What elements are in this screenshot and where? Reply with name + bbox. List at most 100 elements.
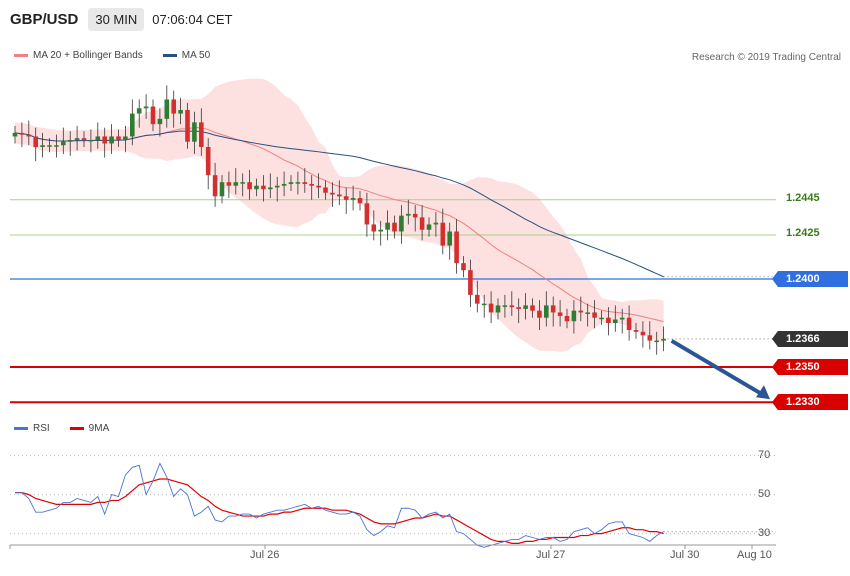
rsi-ma-label: 9MA bbox=[88, 423, 110, 434]
candle-body bbox=[74, 138, 80, 140]
price-tag: 1.2400 bbox=[778, 271, 848, 287]
candle-body bbox=[475, 294, 480, 304]
level-label: 1.2445 bbox=[786, 191, 820, 204]
bollinger-band bbox=[15, 78, 664, 352]
candle-body bbox=[406, 213, 411, 216]
legend-ma50: MA 50 bbox=[162, 50, 211, 61]
forecast-arrow-head bbox=[756, 385, 770, 400]
rsi-ma-line bbox=[15, 478, 664, 544]
candle-body bbox=[550, 305, 556, 313]
candle-body bbox=[61, 141, 66, 146]
candle-body bbox=[544, 305, 549, 318]
candle-body bbox=[613, 319, 618, 323]
price-tag: 1.2366 bbox=[778, 330, 848, 347]
candle-body bbox=[337, 194, 342, 197]
candle-body bbox=[136, 108, 142, 114]
candle-body bbox=[47, 145, 52, 147]
candle-body bbox=[26, 134, 32, 137]
level-label: 1.2425 bbox=[786, 227, 820, 239]
candle-body bbox=[40, 145, 45, 147]
candle-body bbox=[378, 229, 383, 232]
candle-body bbox=[150, 106, 156, 125]
candle-body bbox=[192, 122, 197, 142]
rsi-line bbox=[15, 462, 664, 548]
ma50-label: MA 50 bbox=[181, 50, 211, 61]
candle-body bbox=[364, 203, 370, 225]
candle-body bbox=[88, 139, 94, 142]
rsi-swatch bbox=[14, 427, 28, 430]
candle-body bbox=[633, 330, 639, 332]
candle-body bbox=[330, 192, 335, 195]
candle-body bbox=[157, 118, 163, 125]
candle-body bbox=[564, 315, 570, 322]
x-tick-label: Aug 10 bbox=[737, 549, 772, 561]
price-tag-pointer bbox=[772, 330, 778, 347]
price-tag: 1.2330 bbox=[778, 394, 848, 411]
x-tick-label: Jul 27 bbox=[536, 549, 566, 561]
candle-body bbox=[412, 213, 418, 218]
candle-body bbox=[433, 222, 439, 225]
candle-body bbox=[95, 136, 101, 140]
candle-body bbox=[599, 317, 604, 320]
candle-body bbox=[109, 136, 114, 144]
candle-body bbox=[12, 132, 18, 137]
candle-body bbox=[571, 310, 577, 322]
candle-body bbox=[199, 122, 204, 147]
candle-body bbox=[647, 335, 653, 341]
candle-body bbox=[585, 312, 590, 314]
candle-body bbox=[295, 182, 301, 184]
candle-body bbox=[343, 196, 349, 200]
candle-body bbox=[371, 224, 377, 232]
candle-body bbox=[495, 305, 501, 313]
candle-body bbox=[81, 138, 87, 140]
price-legend: MA 20 + Bollinger Bands MA 50 bbox=[14, 50, 230, 61]
forecast-arrow-shaft bbox=[670, 339, 764, 396]
ma50-swatch bbox=[162, 54, 177, 57]
candle-body bbox=[143, 106, 149, 109]
candle-body bbox=[419, 217, 425, 230]
candle-body bbox=[399, 215, 404, 232]
candle-body bbox=[54, 145, 59, 147]
candle-body bbox=[309, 183, 314, 186]
candle-body bbox=[530, 305, 535, 311]
price-tag: 1.2350 bbox=[778, 359, 848, 375]
price-tag-pointer bbox=[772, 271, 778, 287]
candle-body bbox=[661, 338, 666, 341]
symbol-label: GBP/USD bbox=[10, 10, 79, 28]
candle-body bbox=[19, 132, 25, 135]
candle-body bbox=[592, 312, 597, 318]
rsi-legend: RSI 9MA bbox=[14, 423, 129, 434]
rsi-ma-swatch bbox=[69, 427, 84, 430]
rsi-tick-label: 50 bbox=[758, 487, 771, 500]
candle-body bbox=[557, 312, 563, 316]
legend-rsi: RSI bbox=[14, 423, 50, 434]
candle-body bbox=[488, 303, 494, 313]
candle-body bbox=[606, 317, 611, 323]
candle-body bbox=[461, 263, 466, 271]
ma20-line bbox=[14, 127, 664, 323]
candle-body bbox=[205, 147, 211, 176]
candle-body bbox=[640, 331, 646, 336]
candle-body bbox=[454, 231, 459, 264]
chart-header: GBP/USD 30 MIN 07:06:04 CET bbox=[0, 0, 850, 38]
candle-body bbox=[468, 270, 473, 295]
candle-body bbox=[619, 317, 625, 320]
candle-body bbox=[626, 317, 632, 331]
timeframe-badge[interactable]: 30 MIN bbox=[88, 7, 145, 31]
candle-body bbox=[323, 187, 328, 193]
copyright: Research © 2019 Trading Central bbox=[691, 52, 841, 63]
candle-body bbox=[116, 136, 121, 140]
candle-body bbox=[509, 305, 515, 308]
candle-body bbox=[288, 182, 294, 184]
candle-body bbox=[67, 139, 73, 142]
candle-body bbox=[261, 185, 266, 190]
legend-ma20: MA 20 + Bollinger Bands bbox=[14, 50, 143, 61]
rsi-tick-label: 30 bbox=[758, 526, 771, 539]
legend-rsi-ma: 9MA bbox=[69, 423, 110, 434]
candle-body bbox=[357, 198, 363, 204]
candle-body bbox=[233, 182, 239, 186]
candle-body bbox=[426, 224, 432, 230]
price-tag-pointer bbox=[772, 394, 778, 411]
x-tick-label: Jul 30 bbox=[670, 549, 700, 561]
